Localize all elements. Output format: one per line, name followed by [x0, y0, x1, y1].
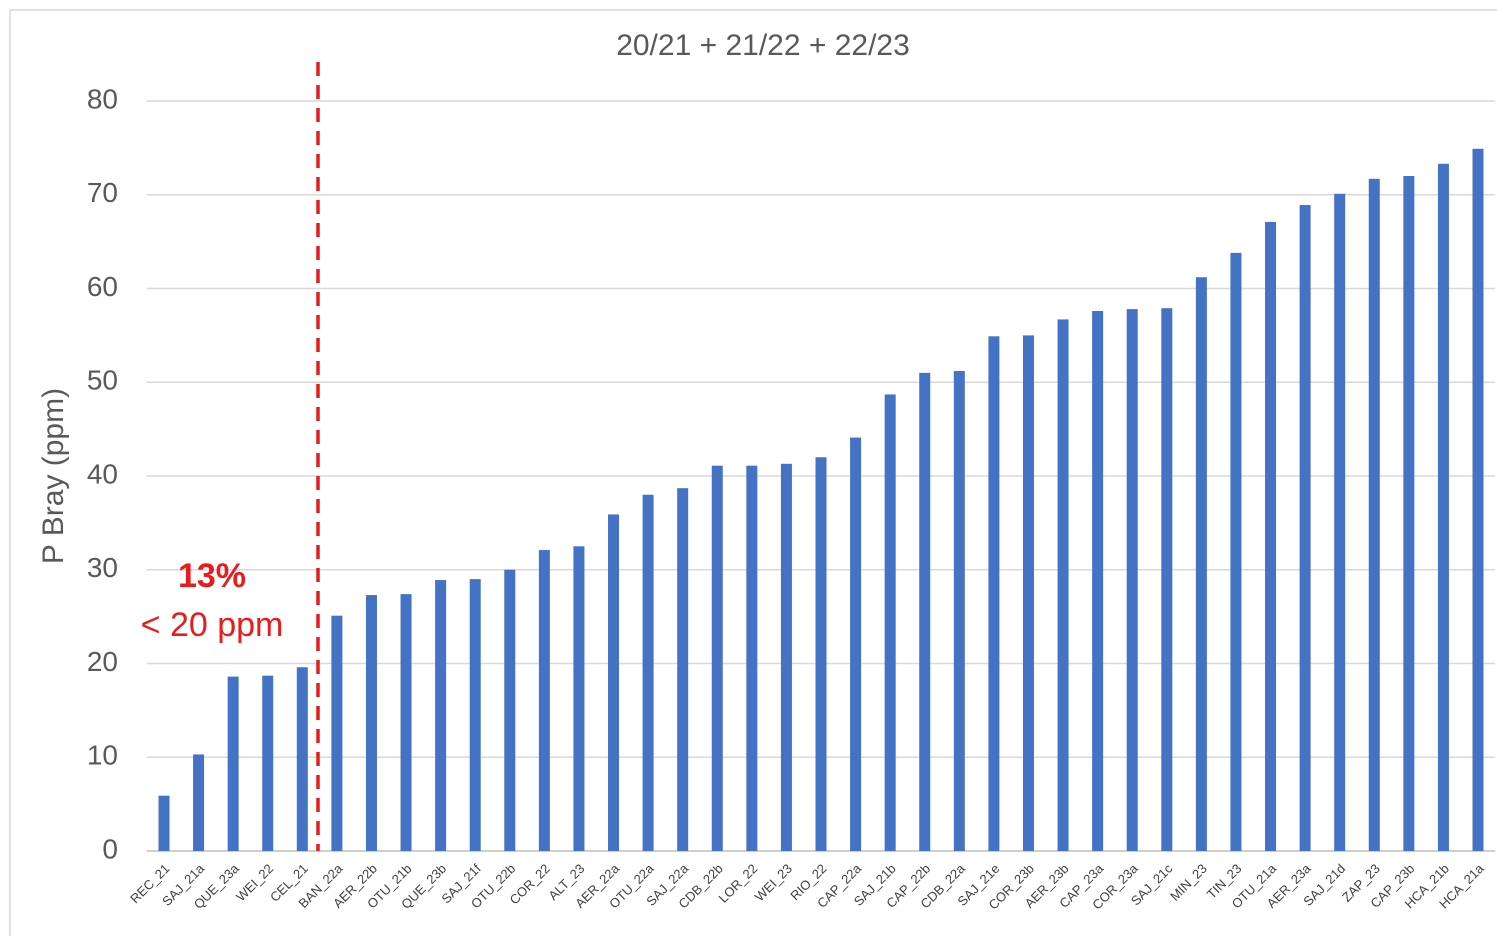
bar [469, 579, 481, 851]
bar [884, 394, 896, 851]
bar [1403, 176, 1415, 851]
bar [850, 437, 862, 851]
annotation: 13% [178, 557, 246, 595]
y-tick-label: 10 [87, 740, 118, 771]
bar [435, 580, 447, 851]
bar [780, 463, 792, 851]
bar [227, 676, 239, 851]
bar [1437, 163, 1449, 851]
bar [815, 457, 827, 851]
annotation: < 20 ppm [141, 606, 284, 644]
bar [1299, 205, 1311, 851]
bar [1057, 319, 1069, 851]
bar [193, 754, 205, 851]
y-tick-label: 0 [102, 833, 118, 864]
chart-title: 20/21 + 21/22 + 22/23 [616, 29, 910, 62]
bar [1195, 277, 1207, 851]
y-tick-label: 60 [87, 271, 118, 302]
y-tick-label: 30 [87, 552, 118, 583]
y-tick-label: 50 [87, 365, 118, 396]
y-tick-label: 40 [87, 458, 118, 489]
y-tick-label: 70 [87, 177, 118, 208]
bar [642, 494, 654, 851]
bar [677, 488, 689, 851]
bar [1161, 308, 1173, 851]
bar [988, 336, 1000, 851]
bar [1230, 252, 1242, 851]
bar [919, 372, 931, 851]
bar [1334, 193, 1346, 851]
y-tick-label: 80 [87, 83, 118, 114]
bar [504, 569, 516, 851]
chart-border [9, 9, 1497, 936]
bar [746, 465, 758, 851]
bar [608, 514, 620, 851]
bar [1092, 311, 1104, 851]
x-tick-label: LOR_22 [716, 861, 761, 906]
bar [1022, 335, 1034, 851]
x-tick-label: MIN_23 [1167, 861, 1210, 904]
bar [331, 615, 343, 851]
bar [365, 595, 377, 851]
bar [400, 594, 412, 851]
y-tick-label: 20 [87, 646, 118, 677]
x-tick-label: WEI_23 [752, 861, 795, 904]
plot-area: 01020304050607080REC_21SAJ_21aQUE_23aWEI… [87, 83, 1496, 912]
bar [262, 675, 274, 851]
bar [538, 550, 550, 851]
bar [573, 546, 585, 851]
bar [158, 795, 170, 851]
y-axis-label: P Bray (ppm) [37, 388, 70, 564]
bar [953, 371, 965, 851]
bar [1472, 148, 1484, 851]
bar [1265, 221, 1277, 851]
bar [296, 667, 308, 851]
bar [1126, 309, 1138, 851]
bar [1368, 178, 1380, 851]
bar [711, 465, 723, 851]
